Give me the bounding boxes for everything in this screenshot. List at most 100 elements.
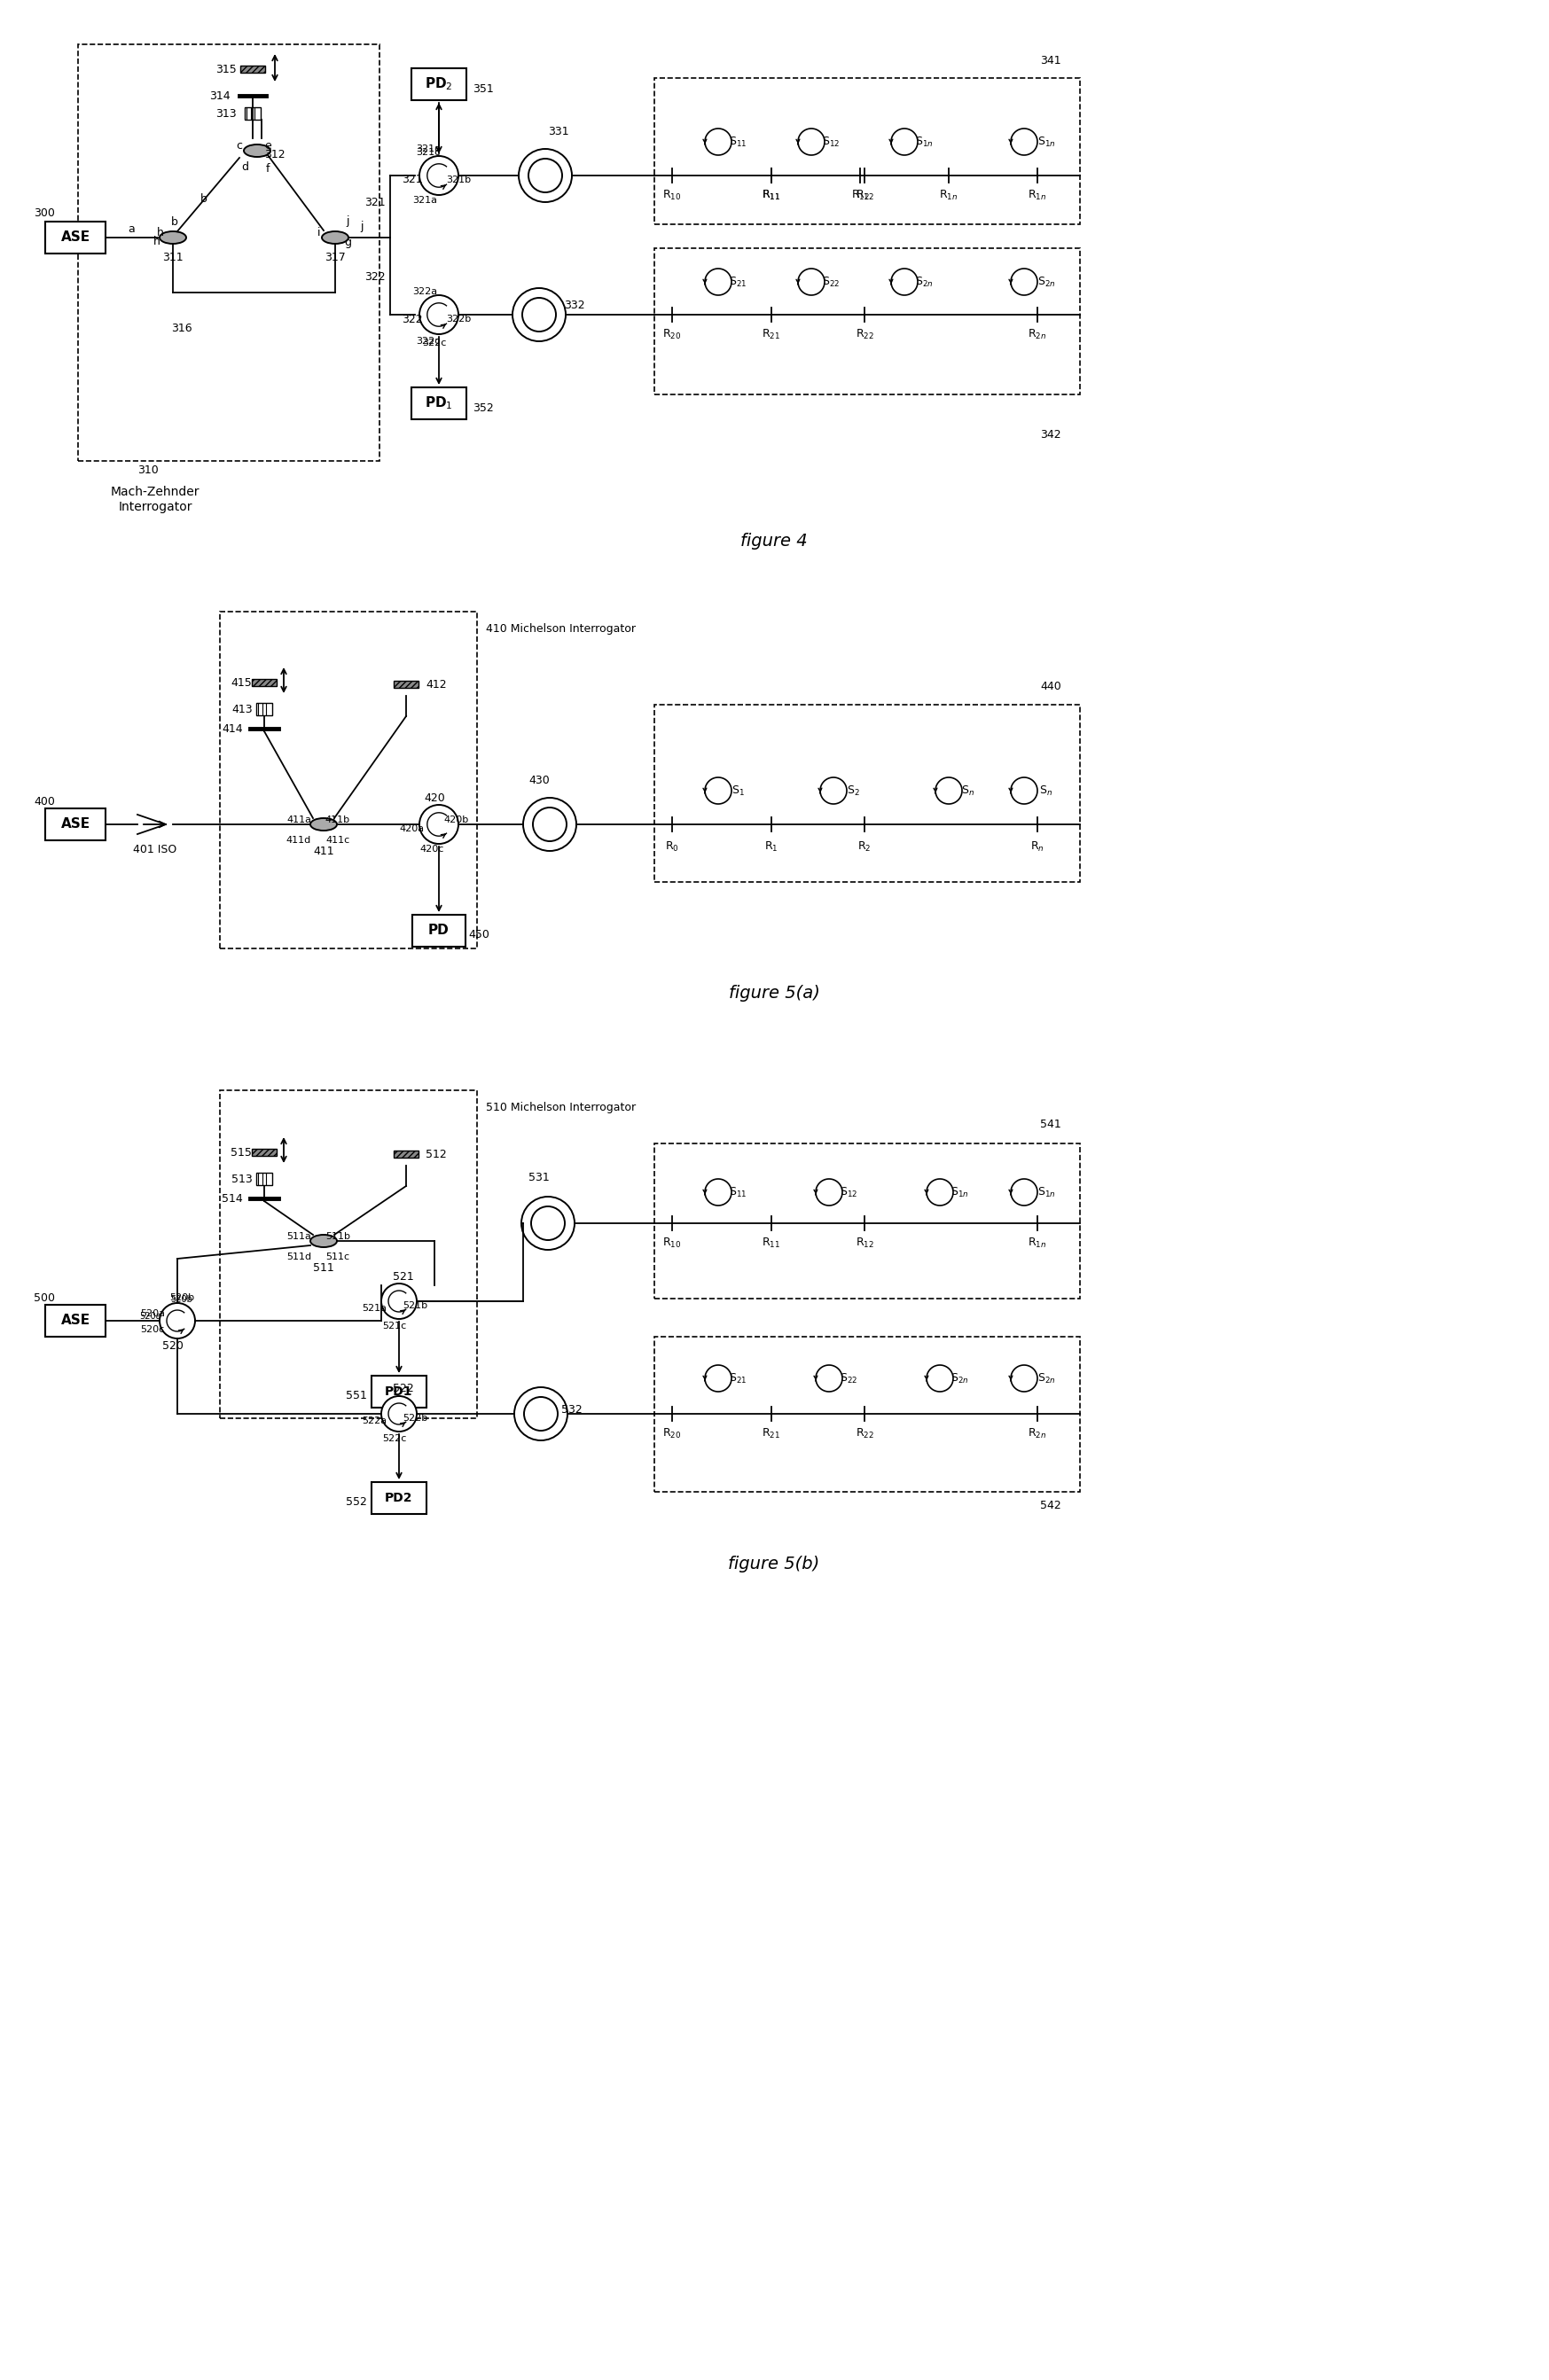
Circle shape	[519, 150, 572, 202]
Text: 420b: 420b	[445, 816, 469, 823]
Ellipse shape	[243, 145, 271, 157]
Text: 440: 440	[1041, 681, 1061, 693]
Text: 351: 351	[472, 83, 494, 95]
Text: ASE: ASE	[60, 231, 90, 245]
Ellipse shape	[310, 819, 338, 831]
Circle shape	[522, 298, 556, 331]
Text: 521a: 521a	[362, 1304, 387, 1314]
Bar	[245, 107, 260, 119]
Text: 315: 315	[215, 64, 237, 74]
Bar	[372, 1483, 426, 1514]
Bar	[45, 809, 105, 840]
Text: 411b: 411b	[325, 816, 350, 823]
Text: R$_{1n}$: R$_{1n}$	[1029, 188, 1047, 202]
Bar	[654, 79, 1080, 224]
Text: 532: 532	[561, 1404, 582, 1416]
Ellipse shape	[160, 231, 186, 243]
Text: S$_{2n}$: S$_{2n}$	[1038, 1371, 1055, 1385]
Text: 352: 352	[472, 402, 494, 414]
Text: R$_{10}$: R$_{10}$	[663, 188, 682, 202]
Text: Interrogator: Interrogator	[118, 500, 192, 514]
Text: a: a	[127, 224, 135, 236]
Bar	[412, 69, 466, 100]
Text: 520b: 520b	[169, 1292, 194, 1302]
Bar	[654, 704, 1080, 883]
Text: R$_{11}$: R$_{11}$	[762, 1235, 781, 1250]
Text: 511d: 511d	[287, 1252, 311, 1261]
Text: R$_{21}$: R$_{21}$	[762, 1426, 781, 1440]
Text: PD: PD	[429, 923, 449, 938]
Text: 331: 331	[548, 126, 568, 138]
Text: 420a: 420a	[400, 823, 424, 833]
Text: S$_2$: S$_2$	[846, 783, 860, 797]
Text: 512: 512	[426, 1147, 446, 1159]
Text: d: d	[242, 162, 248, 171]
Text: 411a: 411a	[287, 816, 311, 823]
Text: R$_{20}$: R$_{20}$	[663, 328, 682, 340]
Circle shape	[420, 157, 459, 195]
Text: 321c: 321c	[417, 145, 440, 152]
Text: b: b	[172, 217, 178, 228]
Text: R$_{2n}$: R$_{2n}$	[1029, 1426, 1047, 1440]
Text: 430: 430	[528, 774, 550, 785]
Text: 522: 522	[393, 1383, 414, 1395]
Text: h: h	[153, 236, 161, 248]
Text: 531: 531	[528, 1171, 550, 1183]
Text: R$_{12}$: R$_{12}$	[855, 1235, 874, 1250]
Bar	[372, 1376, 426, 1407]
Text: 511a: 511a	[287, 1233, 311, 1240]
Ellipse shape	[322, 231, 349, 243]
Text: 322b: 322b	[446, 314, 471, 324]
Circle shape	[531, 1207, 565, 1240]
Text: 513: 513	[231, 1173, 252, 1185]
Text: PD1: PD1	[386, 1385, 414, 1397]
Bar	[654, 1338, 1080, 1492]
Bar	[412, 388, 466, 419]
Text: R$_{20}$: R$_{20}$	[663, 1426, 682, 1440]
Text: R$_{11}$: R$_{11}$	[762, 188, 781, 202]
Circle shape	[514, 1388, 567, 1440]
Bar	[393, 681, 418, 688]
Text: S$_{21}$: S$_{21}$	[728, 276, 747, 288]
Text: PD2: PD2	[386, 1492, 414, 1504]
Text: 521c: 521c	[383, 1321, 407, 1330]
Text: 316: 316	[172, 321, 192, 333]
Text: figure 5(a): figure 5(a)	[728, 985, 819, 1002]
Text: 522c: 522c	[383, 1435, 407, 1442]
Text: R$_2$: R$_2$	[858, 840, 872, 852]
Bar	[256, 702, 273, 716]
Text: 514: 514	[222, 1192, 243, 1204]
Text: S$_{12}$: S$_{12}$	[840, 1185, 858, 1200]
Text: 521: 521	[393, 1271, 414, 1283]
Circle shape	[160, 1302, 195, 1338]
Text: S$_{2n}$: S$_{2n}$	[950, 1371, 968, 1385]
Circle shape	[524, 1397, 558, 1430]
Text: 420: 420	[424, 793, 445, 804]
Text: 411c: 411c	[325, 835, 350, 845]
Bar	[412, 914, 466, 947]
Text: j: j	[361, 221, 364, 233]
Text: R$_{2n}$: R$_{2n}$	[1029, 328, 1047, 340]
Text: R$_{12}$: R$_{12}$	[850, 188, 869, 202]
Text: S$_{1n}$: S$_{1n}$	[950, 1185, 968, 1200]
Text: j: j	[345, 217, 349, 228]
Text: b: b	[200, 193, 208, 205]
Bar	[220, 1090, 477, 1418]
Text: R$_{22}$: R$_{22}$	[855, 328, 874, 340]
Text: R$_{21}$: R$_{21}$	[762, 328, 781, 340]
Text: 511: 511	[313, 1261, 335, 1273]
Text: 520b: 520b	[170, 1295, 192, 1304]
Text: 310: 310	[138, 464, 158, 476]
Text: 321b: 321b	[446, 176, 471, 183]
Text: ASE: ASE	[60, 1314, 90, 1328]
Text: 321: 321	[364, 195, 386, 207]
Bar	[256, 1173, 273, 1185]
Text: 541: 541	[1041, 1119, 1061, 1130]
Text: 311: 311	[163, 252, 183, 262]
Text: 414: 414	[222, 724, 243, 735]
Text: R$_{10}$: R$_{10}$	[663, 1235, 682, 1250]
Bar	[240, 67, 265, 74]
Text: 511b: 511b	[325, 1233, 350, 1240]
Bar	[220, 612, 477, 950]
Text: R$_{1n}$: R$_{1n}$	[939, 188, 959, 202]
